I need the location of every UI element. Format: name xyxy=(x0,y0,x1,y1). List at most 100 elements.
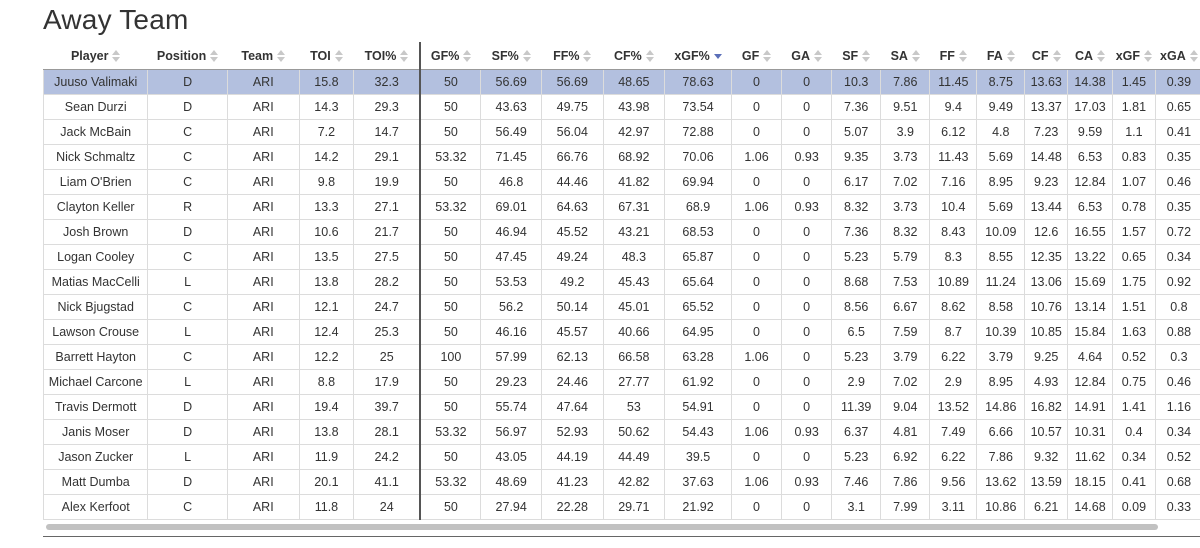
table-row[interactable]: Liam O'Brien C ARI 9.8 19.9 50 46.8 44.46 41.82 6… xyxy=(43,169,1200,195)
table-row[interactable]: Logan Cooley C ARI 13.5 27.5 50 47.45 49.24 48.3… xyxy=(43,244,1200,270)
table-cell: 45.57 xyxy=(541,319,604,345)
table-row[interactable]: Clayton Keller R ARI 13.3 27.1 53.32 69.01 64.6… xyxy=(43,194,1200,220)
table-cell: 44.46 xyxy=(541,169,604,195)
sort-icon[interactable] xyxy=(522,49,531,62)
table-cell: 0 xyxy=(731,319,783,345)
table-cell: 10.57 xyxy=(1024,419,1069,445)
column-header-sf-pct[interactable]: SF% xyxy=(480,42,542,70)
column-header-ga[interactable]: GA xyxy=(781,42,832,70)
table-cell: ARI xyxy=(227,344,300,370)
sort-icon[interactable] xyxy=(463,49,472,62)
column-header-fa[interactable]: FA xyxy=(976,42,1025,70)
table-cell: Logan Cooley xyxy=(43,244,149,270)
sort-icon[interactable] xyxy=(583,49,592,62)
table-cell: 22.28 xyxy=(541,494,604,520)
table-row[interactable]: Janis Moser D ARI 13.8 28.1 53.32 56.97 52.93 50… xyxy=(43,419,1200,445)
table-cell: 0 xyxy=(731,294,783,320)
table-cell: 65.64 xyxy=(664,269,732,295)
column-header-toi[interactable]: TOI xyxy=(299,42,354,70)
table-row[interactable]: Jack McBain C ARI 7.2 14.7 50 56.49 56.04 42.97 7… xyxy=(43,119,1200,145)
table-cell: 14.48 xyxy=(1024,144,1069,170)
horizontal-scrollbar-thumb[interactable] xyxy=(46,524,1158,530)
table-cell: 1.45 xyxy=(1112,69,1156,95)
table-row[interactable]: Barrett Hayton C ARI 12.2 25 100 57.99 62.13 66.… xyxy=(43,344,1200,370)
table-row[interactable]: Sean Durzi D ARI 14.3 29.3 50 43.63 49.75 43.98 7… xyxy=(43,94,1200,120)
sort-icon[interactable] xyxy=(1006,49,1015,62)
column-header-sf[interactable]: SF xyxy=(831,42,881,70)
table-cell: L xyxy=(147,369,228,395)
sort-desc-icon[interactable] xyxy=(713,50,722,62)
table-cell: 7.86 xyxy=(880,469,931,495)
column-header-sa[interactable]: SA xyxy=(880,42,930,70)
table-cell: 27.1 xyxy=(353,194,421,220)
table-cell: C xyxy=(147,344,228,370)
column-header-cf-pct[interactable]: CF% xyxy=(603,42,665,70)
sort-icon[interactable] xyxy=(763,49,772,62)
table-cell: 27.77 xyxy=(603,369,666,395)
column-header-cf[interactable]: CF xyxy=(1024,42,1068,70)
table-cell: 47.64 xyxy=(541,394,604,420)
column-header-team[interactable]: Team xyxy=(227,42,300,70)
column-header-label: CF% xyxy=(613,48,642,63)
sort-icon[interactable] xyxy=(334,49,343,62)
table-row[interactable]: Nick Bjugstad C ARI 12.1 24.7 50 56.2 50.14 45.0… xyxy=(43,294,1200,320)
sort-icon[interactable] xyxy=(911,49,920,62)
table-row[interactable]: Lawson Crouse L ARI 12.4 25.3 50 46.16 45.57 40.… xyxy=(43,319,1200,345)
table-cell: 28.1 xyxy=(353,419,421,445)
table-cell: 53.53 xyxy=(480,269,542,295)
column-header-ff-pct[interactable]: FF% xyxy=(541,42,604,70)
column-header-ff[interactable]: FF xyxy=(929,42,977,70)
column-header-toi-pct[interactable]: TOI% xyxy=(353,42,421,70)
table-row[interactable]: Jason Zucker L ARI 11.9 24.2 50 43.05 44.19 44.4… xyxy=(43,444,1200,470)
table-cell: 1.1 xyxy=(1112,119,1156,145)
table-cell: 0.34 xyxy=(1112,444,1156,470)
sort-icon[interactable] xyxy=(814,49,822,62)
table-cell: 0 xyxy=(781,169,833,195)
table-cell: 37.63 xyxy=(664,469,732,495)
table-cell: 72.88 xyxy=(664,119,732,145)
column-header-xgf-pct[interactable]: xGF% xyxy=(664,42,732,70)
sort-icon[interactable] xyxy=(645,49,654,62)
table-row[interactable]: Nick Schmaltz C ARI 14.2 29.1 53.32 71.45 66.76… xyxy=(43,144,1200,170)
table-row[interactable]: Alex Kerfoot C ARI 11.8 24 50 27.94 22.28 29.71 2… xyxy=(43,494,1200,520)
sort-icon[interactable] xyxy=(1144,49,1153,62)
table-row[interactable]: Michael Carcone L ARI 8.8 17.9 50 29.23 24.46 27… xyxy=(43,369,1200,395)
table-cell: Michael Carcone xyxy=(43,369,149,395)
table-row[interactable]: Matt Dumba D ARI 20.1 41.1 53.32 48.69 41.23 42.… xyxy=(43,469,1200,495)
table-cell: 0 xyxy=(781,69,833,95)
table-row[interactable]: Josh Brown D ARI 10.6 21.7 50 46.94 45.52 43.21 6… xyxy=(43,219,1200,245)
sort-icon[interactable] xyxy=(277,49,286,62)
sort-icon[interactable] xyxy=(400,49,409,62)
column-header-label: FF% xyxy=(553,48,580,63)
column-header-player[interactable]: Player xyxy=(43,42,148,70)
column-header-position[interactable]: Position xyxy=(147,42,228,70)
table-cell: Clayton Keller xyxy=(43,194,149,220)
table-cell: L xyxy=(147,444,228,470)
table-cell: 69.01 xyxy=(480,194,542,220)
sort-icon[interactable] xyxy=(210,49,219,62)
table-cell: 7.49 xyxy=(929,419,978,445)
table-row[interactable]: Juuso Valimaki D ARI 15.8 32.3 50 56.69 56.69 48… xyxy=(43,69,1200,95)
column-header-gf-pct[interactable]: GF% xyxy=(419,42,481,70)
table-cell: C xyxy=(147,169,228,195)
table-cell: 2.9 xyxy=(929,369,978,395)
sort-icon[interactable] xyxy=(1097,49,1106,62)
table-cell: 0.35 xyxy=(1155,194,1200,220)
table-cell: Juuso Valimaki xyxy=(43,69,149,95)
sort-icon[interactable] xyxy=(1052,49,1061,62)
table-cell: 53.32 xyxy=(419,144,482,170)
table-cell: 45.43 xyxy=(603,269,666,295)
table-cell: 0 xyxy=(781,444,833,470)
column-header-ca[interactable]: CA xyxy=(1067,42,1113,70)
column-header-xga[interactable]: xGA xyxy=(1155,42,1200,70)
sort-icon[interactable] xyxy=(1189,49,1198,62)
table-row[interactable]: Travis Dermott D ARI 19.4 39.7 50 55.74 47.64 53… xyxy=(43,394,1200,420)
sort-icon[interactable] xyxy=(958,49,967,62)
sort-icon[interactable] xyxy=(862,49,871,62)
table-row[interactable]: Matias MacCelli L ARI 13.8 28.2 50 53.53 49.2 45… xyxy=(43,269,1200,295)
table-cell: 1.75 xyxy=(1112,269,1156,295)
table-cell: 1.16 xyxy=(1155,394,1200,420)
column-header-xgf[interactable]: xGF xyxy=(1112,42,1156,70)
sort-icon[interactable] xyxy=(112,49,121,62)
column-header-gf[interactable]: GF xyxy=(731,42,782,70)
